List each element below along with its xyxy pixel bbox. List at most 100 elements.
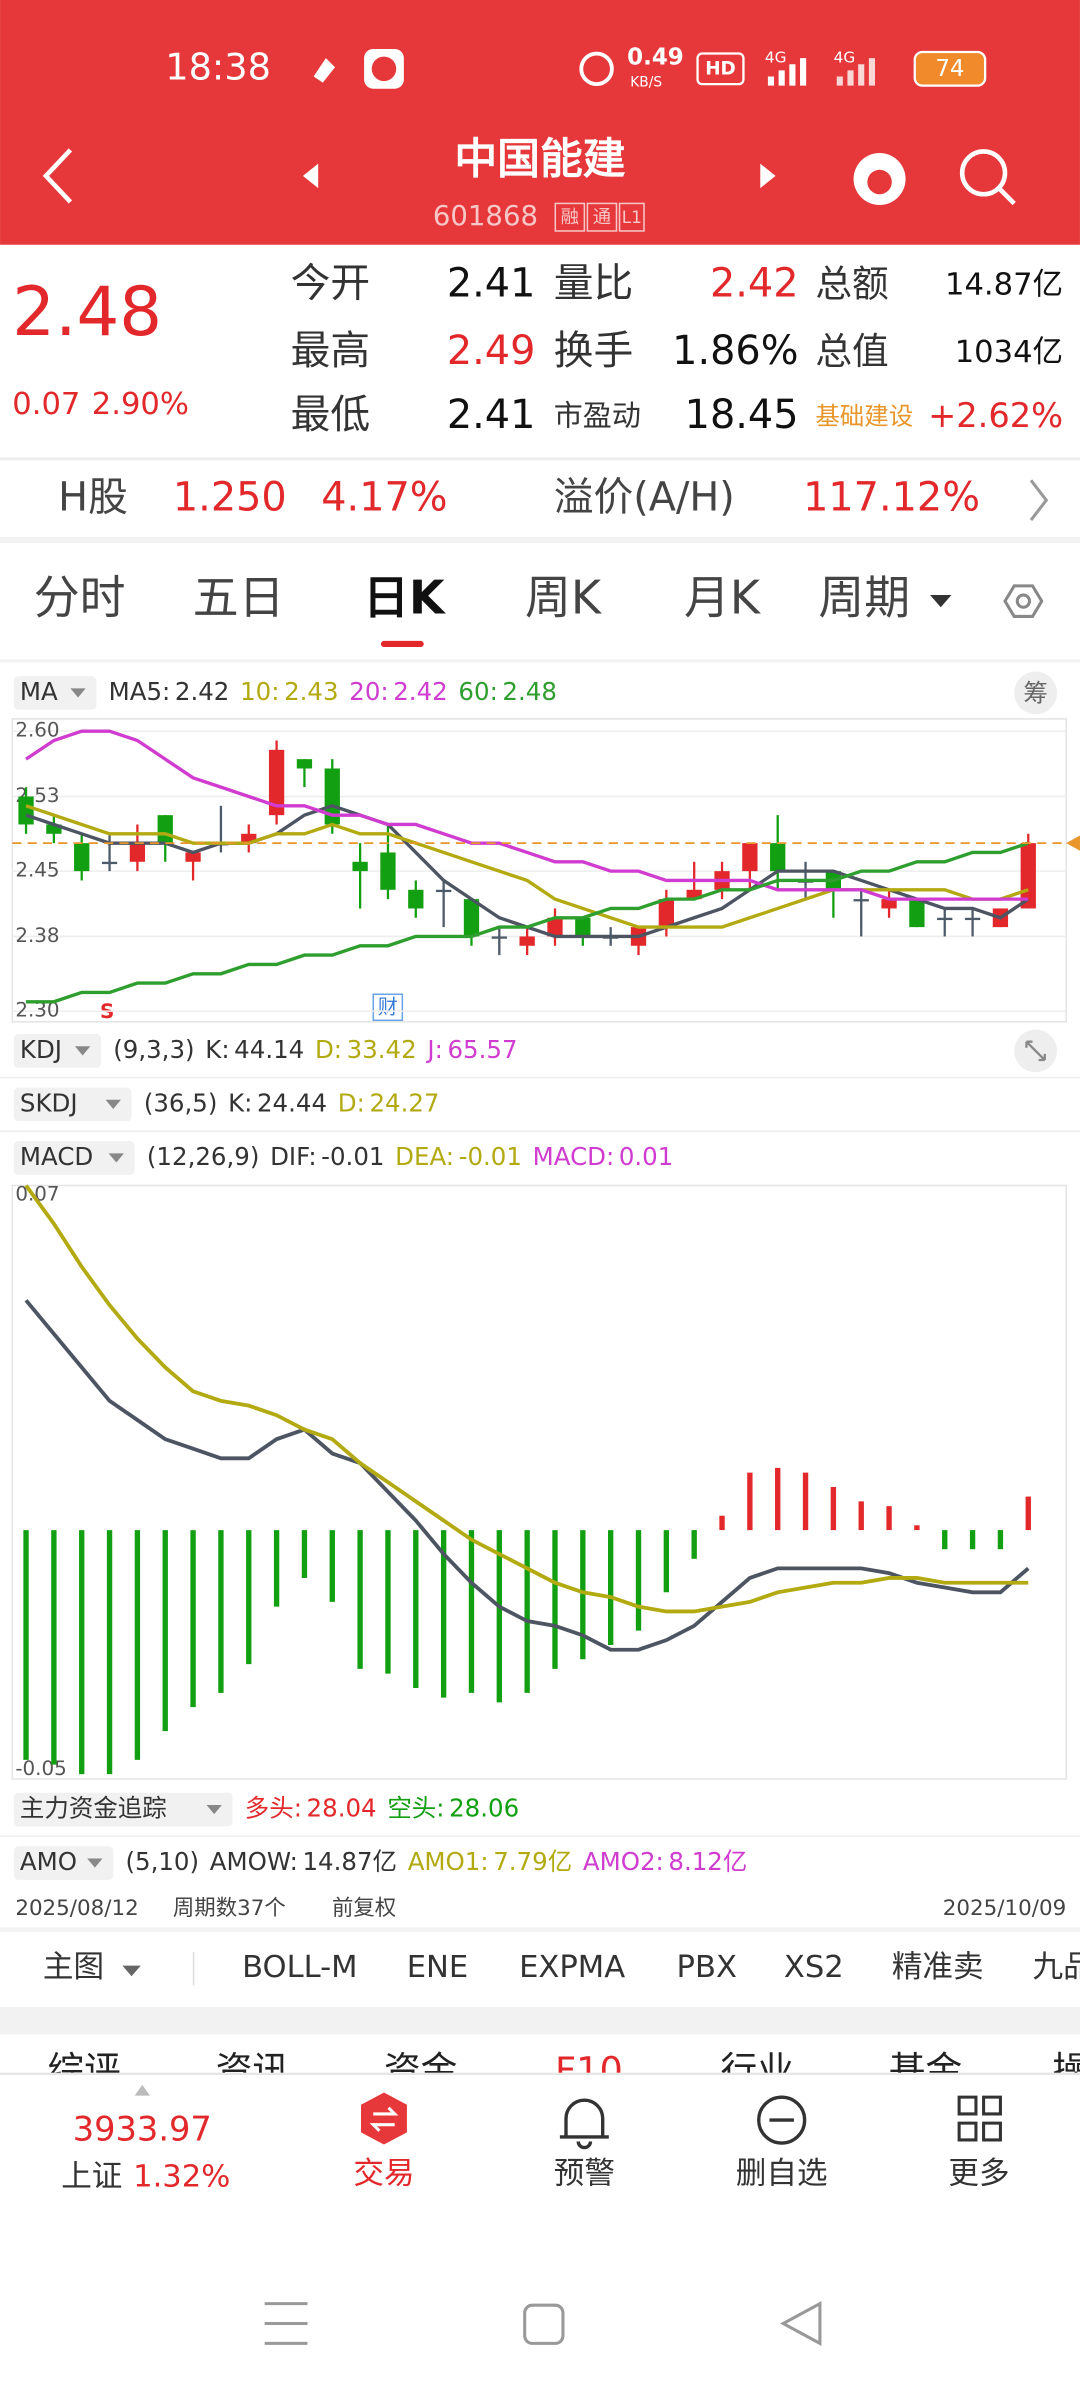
start-date: 2025/08/12 bbox=[15, 1896, 138, 1921]
indicator-value: 2.42 bbox=[393, 677, 447, 706]
indicator-tab[interactable]: 主图 bbox=[43, 1950, 104, 1985]
y-tick-label: 2.60 bbox=[15, 719, 59, 742]
event-marker-box bbox=[372, 993, 404, 1022]
period-tab[interactable]: 五日 bbox=[193, 571, 285, 625]
period-tab[interactable]: 月K bbox=[684, 571, 762, 625]
nav-label[interactable]: 删自选 bbox=[736, 2157, 828, 2192]
premium-label: 溢价(A/H) bbox=[554, 475, 735, 521]
battery bbox=[913, 50, 987, 87]
settings-button[interactable] bbox=[1003, 584, 1044, 618]
dropdown-arrow bbox=[74, 1046, 91, 1056]
stat-label: 量比 bbox=[554, 261, 634, 307]
stat-label: 最低 bbox=[291, 392, 371, 438]
index-value[interactable]: 3933.97 bbox=[73, 2109, 212, 2148]
indicator-name: SKDJ bbox=[20, 1088, 78, 1117]
indicator-tab[interactable]: 九品 bbox=[1033, 1950, 1080, 1985]
indicator-tab[interactable]: XS2 bbox=[784, 1950, 844, 1985]
dropdown-arrow bbox=[930, 595, 952, 608]
indicator-tab[interactable]: BOLL-M bbox=[242, 1950, 357, 1985]
indicator-label: J: bbox=[425, 1035, 442, 1064]
badges: 融 通 L1 bbox=[554, 202, 645, 232]
indicator-label: AMO2: bbox=[583, 1847, 664, 1876]
indicator-button[interactable] bbox=[13, 1792, 233, 1827]
stat-label: 总额 bbox=[815, 263, 888, 306]
battery-level: 74 bbox=[935, 56, 964, 82]
indicator-tab[interactable]: EXPMA bbox=[519, 1950, 625, 1985]
nav-label[interactable]: 更多 bbox=[948, 2157, 1009, 2192]
search-handle bbox=[997, 186, 1016, 206]
hd-icon bbox=[696, 52, 745, 86]
indicator-label: D: bbox=[315, 1035, 342, 1064]
indicator-label: 空头: bbox=[387, 1794, 444, 1823]
stat-value: 18.45 bbox=[685, 392, 799, 438]
indicator-button[interactable] bbox=[13, 676, 97, 710]
indicator-tab[interactable]: 精准卖 bbox=[892, 1950, 984, 1985]
nav-home[interactable] bbox=[523, 2303, 565, 2345]
candle-body bbox=[964, 917, 981, 921]
candle-body bbox=[742, 843, 758, 872]
period-tab[interactable]: 日K bbox=[363, 571, 446, 625]
candle-body bbox=[129, 843, 146, 862]
nav-menu[interactable] bbox=[264, 2302, 308, 2345]
back-button[interactable] bbox=[42, 148, 73, 204]
stat-label: 基础建设 bbox=[815, 402, 913, 431]
candle-body bbox=[491, 936, 507, 939]
active-tab-indicator bbox=[380, 640, 424, 648]
chevron[interactable] bbox=[1029, 479, 1049, 522]
indicator-button[interactable] bbox=[13, 1141, 135, 1175]
divider bbox=[0, 1835, 1080, 1838]
price-change: 0.07 bbox=[12, 387, 80, 422]
indicator-button[interactable] bbox=[13, 1846, 114, 1880]
badge-box bbox=[554, 202, 586, 232]
stat-value: 2.42 bbox=[710, 261, 799, 307]
next-stock[interactable] bbox=[760, 163, 776, 189]
dropdown-arrow bbox=[105, 1099, 121, 1109]
indicator-tab[interactable]: PBX bbox=[677, 1950, 737, 1985]
indicator-label: MA5: bbox=[109, 677, 171, 706]
period-tab[interactable]: 周K bbox=[525, 571, 603, 625]
indicator-label: DIF: bbox=[270, 1142, 316, 1171]
indicator-values: (9,3,3) K: 44.14 D: 33.42 J: 65.57 bbox=[113, 1035, 517, 1064]
badge: 通 bbox=[593, 207, 611, 228]
indicator-label: 10: bbox=[240, 677, 279, 706]
prev-stock[interactable] bbox=[302, 163, 319, 189]
indicator-name: MACD bbox=[20, 1142, 93, 1171]
signal-icon bbox=[767, 58, 807, 86]
candle-body bbox=[408, 889, 424, 909]
candle-body bbox=[519, 936, 535, 946]
divider bbox=[0, 1130, 1080, 1132]
indicator-params: (36,5) bbox=[144, 1088, 218, 1117]
nav-label[interactable]: 预警 bbox=[554, 2157, 615, 2192]
indicator-button[interactable] bbox=[13, 1087, 132, 1122]
hd-label: HD bbox=[705, 59, 736, 80]
period-tab[interactable]: 周期 bbox=[818, 571, 910, 625]
stat-label: 市盈动 bbox=[554, 399, 641, 433]
chip-button[interactable] bbox=[1014, 671, 1058, 715]
indicator-button[interactable] bbox=[13, 1034, 101, 1068]
indicator-values: (36,5) K: 24.44 D: 24.27 bbox=[144, 1088, 440, 1117]
remove-icon[interactable] bbox=[757, 2095, 807, 2145]
ma-line bbox=[25, 729, 1029, 901]
trade-arrows bbox=[369, 2106, 399, 2132]
stat-value: 2.49 bbox=[447, 328, 536, 374]
more-icon[interactable] bbox=[957, 2095, 1002, 2142]
indicator-params: (9,3,3) bbox=[113, 1035, 194, 1064]
stat-label: 今开 bbox=[291, 261, 371, 307]
stat-value: 14.87亿 bbox=[945, 268, 1063, 303]
indicator-values: MA5: 2.42 10: 2.43 20: 2.42 60: 2.48 bbox=[109, 677, 557, 706]
alert-icon[interactable] bbox=[559, 2098, 609, 2150]
period-tab[interactable]: 分时 bbox=[34, 571, 126, 625]
trade-icon[interactable] bbox=[361, 2092, 407, 2145]
nav-label[interactable]: 交易 bbox=[353, 2157, 414, 2192]
search-button[interactable] bbox=[959, 149, 1008, 197]
indicator-value: 28.06 bbox=[449, 1794, 519, 1823]
indicator-tab[interactable]: ENE bbox=[407, 1950, 469, 1985]
indicator-name: KDJ bbox=[20, 1035, 62, 1064]
indicator-value: 44.14 bbox=[234, 1035, 304, 1064]
index-arrow bbox=[134, 2084, 150, 2096]
h-share-pct: 4.17% bbox=[321, 475, 447, 521]
dropdown-arrow bbox=[70, 688, 86, 698]
candle-body bbox=[853, 899, 869, 902]
nav-back[interactable] bbox=[780, 2301, 822, 2346]
indicator-name: AMO bbox=[20, 1847, 77, 1876]
